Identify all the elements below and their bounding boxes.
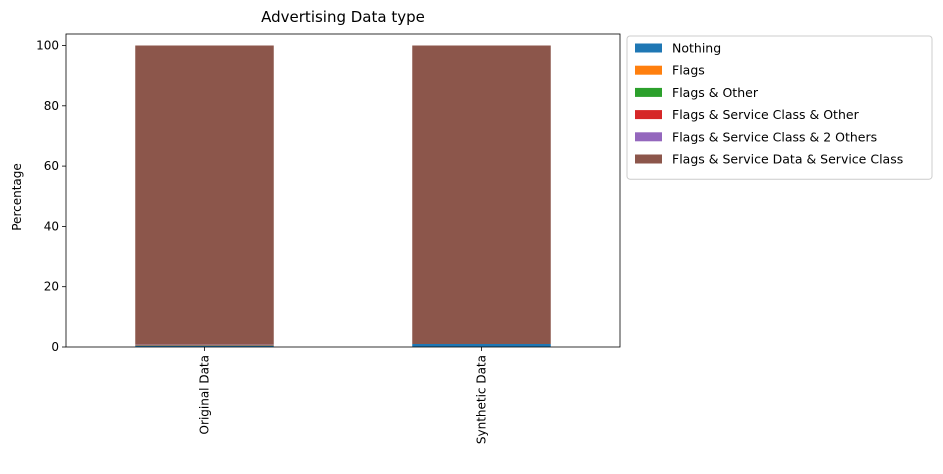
y-axis-label: Percentage [10,163,24,231]
legend-label: Flags & Service Data & Service Class [672,152,903,167]
legend-swatch [635,110,662,119]
legend-label: Flags & Other [672,85,759,100]
y-tick-label: 20 [44,280,59,294]
bar-segment [135,345,274,346]
legend-swatch [635,44,662,53]
bar-segment [412,46,551,344]
y-tick-label: 80 [44,99,59,113]
y-tick-label: 60 [44,159,59,173]
legend-swatch [635,155,662,164]
plot-area: Original Data Synthetic Data 0 20 40 60 80 100 [36,34,620,444]
y-tick-label: 40 [44,219,59,233]
bar-segment [135,46,274,345]
chart-title: Advertising Data type [261,8,425,26]
bar-segment [412,344,551,347]
legend-label: Flags [672,63,705,78]
y-tick-label: 100 [36,39,59,53]
legend-swatch [635,88,662,97]
x-tick-label: Original Data [198,355,212,434]
legend-label: Flags & Service Class & Other [672,107,860,122]
legend-label: Nothing [672,41,721,56]
legend-label: Flags & Service Class & 2 Others [672,129,877,144]
y-tick-label: 0 [51,340,59,354]
x-tick-label: Synthetic Data [475,355,489,444]
legend: Nothing Flags Flags & Other Flags & Service… [627,36,932,179]
legend-swatch [635,66,662,75]
legend-swatch [635,132,662,141]
